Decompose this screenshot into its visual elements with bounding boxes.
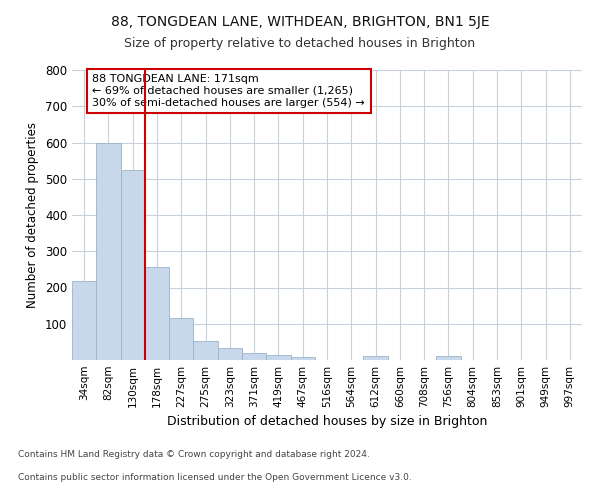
Text: 88, TONGDEAN LANE, WITHDEAN, BRIGHTON, BN1 5JE: 88, TONGDEAN LANE, WITHDEAN, BRIGHTON, B… <box>110 15 490 29</box>
Bar <box>169 318 193 360</box>
Bar <box>145 267 169 360</box>
Bar <box>218 348 242 360</box>
Bar <box>436 356 461 360</box>
Text: 88 TONGDEAN LANE: 171sqm
← 69% of detached houses are smaller (1,265)
30% of sem: 88 TONGDEAN LANE: 171sqm ← 69% of detach… <box>92 74 365 108</box>
Bar <box>364 356 388 360</box>
Text: Contains HM Land Registry data © Crown copyright and database right 2024.: Contains HM Land Registry data © Crown c… <box>18 450 370 459</box>
Y-axis label: Number of detached properties: Number of detached properties <box>26 122 40 308</box>
Bar <box>96 142 121 360</box>
Bar <box>121 170 145 360</box>
Bar <box>242 353 266 360</box>
Bar <box>266 354 290 360</box>
Bar <box>290 356 315 360</box>
X-axis label: Distribution of detached houses by size in Brighton: Distribution of detached houses by size … <box>167 416 487 428</box>
Bar <box>72 282 96 360</box>
Text: Contains public sector information licensed under the Open Government Licence v3: Contains public sector information licen… <box>18 472 412 482</box>
Bar <box>193 341 218 360</box>
Text: Size of property relative to detached houses in Brighton: Size of property relative to detached ho… <box>124 38 476 51</box>
